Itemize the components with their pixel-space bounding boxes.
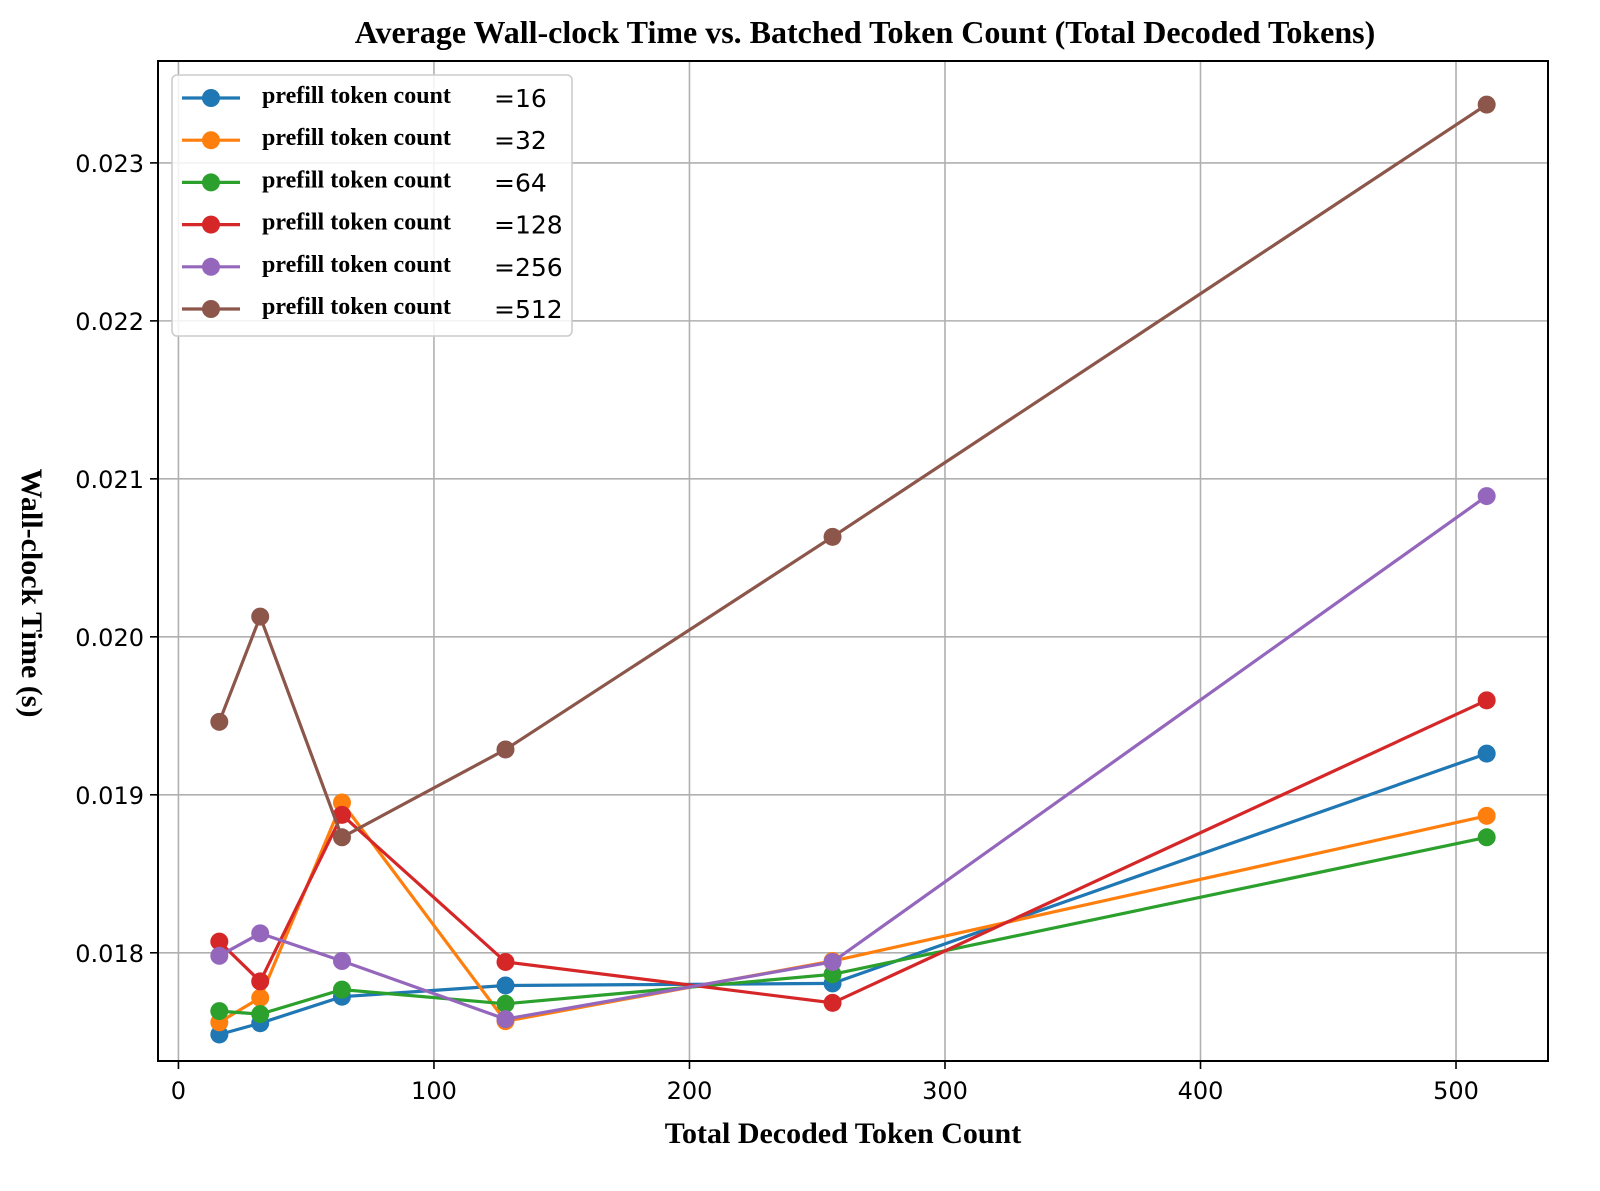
legend-label: prefill token count [262,210,451,236]
x-axis-label: Total Decoded Token Count [665,1117,1021,1150]
series-512 [210,95,1496,847]
legend-label: prefill token count [262,252,451,278]
y-tick-label: 0.020 [75,624,144,652]
chart-title: Average Wall-clock Time vs. Batched Toke… [355,14,1376,50]
legend-label: prefill token count [262,167,451,193]
data-point [251,988,270,1007]
y-tick-label: 0.018 [75,940,144,968]
legend-marker [202,89,220,107]
ticks: 0 100 200 300 400 500 0.018 0.019 0.020 0.021 0.02… [75,150,1479,1105]
data-point [496,994,515,1013]
x-tick-label: 0 [171,1077,186,1105]
series-128 [210,691,1496,1012]
series-line [218,698,1488,1005]
series-256 [210,487,1496,1029]
data-point [1477,828,1496,847]
data-point [1477,95,1496,114]
data-point [251,607,270,626]
legend-entry: prefill token count =256 [182,252,563,282]
data-point [210,946,229,965]
y-tick-label: 0.023 [75,150,144,178]
data-point [210,932,229,951]
legend-marker [202,300,220,318]
y-axis-label: Wall-clock Time (s) [15,469,48,718]
data-point [1477,744,1496,763]
legend-entry: prefill token count =32 [182,125,547,155]
data-point [332,828,351,847]
legend-entry: prefill token count =512 [182,294,563,324]
y-tick-label: 0.019 [75,782,144,810]
data-point [1477,487,1496,506]
legend-value: =16 [494,84,547,113]
data-point [496,952,515,971]
legend-entry: prefill token count =16 [182,83,547,113]
data-point [823,965,842,984]
y-tick-label: 0.022 [75,308,144,336]
legend-label: prefill token count [262,294,451,320]
data-point [823,527,842,546]
plot-frame [157,60,1549,1062]
data-point [251,1005,270,1024]
x-tick-label: 300 [922,1077,968,1105]
legend-value: =256 [494,253,563,282]
series-16 [210,744,1496,1044]
legend-value: =128 [494,211,563,240]
data-point [210,712,229,731]
data-point [496,740,515,759]
legend-marker [202,131,220,150]
legend-marker [202,257,220,276]
y-tick-label: 0.021 [75,466,144,494]
series-line [218,494,1488,1021]
data-point [332,980,351,999]
data-point [823,952,842,971]
data-point [1477,691,1496,710]
data-point [496,1010,515,1029]
legend-marker [202,173,220,192]
series-line [219,835,1488,1016]
data-point [332,952,351,970]
legend-entry: prefill token count =128 [182,210,563,240]
data-point [496,976,515,995]
legend-value: =64 [494,168,547,197]
legend-value: =512 [494,295,563,324]
legend-entry: prefill token count =64 [182,167,547,197]
x-tick-label: 400 [1178,1077,1224,1105]
x-tick-label: 100 [411,1077,457,1105]
data-point [823,993,842,1012]
data-point [332,805,351,824]
legend-marker [202,215,220,234]
legend-label: prefill token count [262,125,451,151]
legend-value: =32 [494,126,547,155]
data-point [251,972,270,991]
legend-label: prefill token count [262,83,451,109]
data-point [332,793,351,812]
series-line [218,799,1488,1024]
x-tick-label: 500 [1433,1077,1479,1105]
data-point [251,924,270,943]
series-line [217,103,1488,840]
legend-box [171,74,573,337]
series-layer [210,95,1496,1044]
x-tick-label: 200 [667,1077,713,1105]
data-point [1477,806,1496,825]
data-point [210,1002,229,1021]
